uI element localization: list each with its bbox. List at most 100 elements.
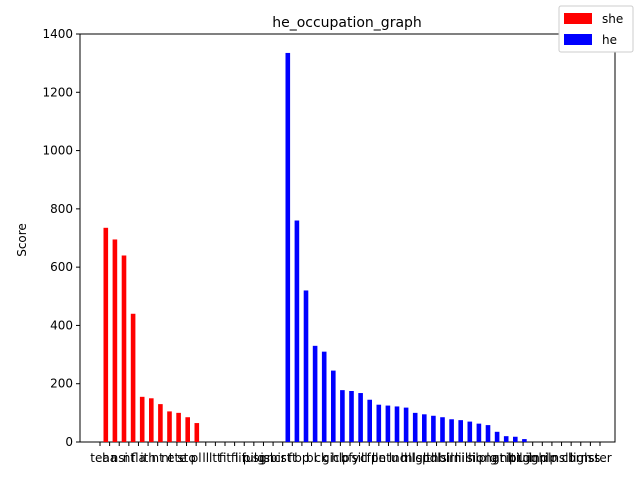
x-tick-label-14: fi [231, 451, 239, 465]
bar-he-5 [331, 370, 336, 442]
x-tick-label-5: ith [140, 451, 156, 465]
x-tick-label-44: bilgn [508, 451, 538, 465]
x-tick-label-37: ilni [447, 451, 465, 465]
x-tick-label-12: ltt [209, 451, 222, 465]
bar-he-26 [522, 439, 527, 442]
x-tick-label-16: pilg [243, 451, 265, 465]
bar-he-7 [349, 391, 354, 442]
x-tick-label-31: lnd [389, 451, 408, 465]
bar-he-11 [385, 405, 391, 442]
bar-he-6 [340, 390, 345, 442]
bar-he-0 [285, 52, 291, 442]
bar-he-15 [422, 414, 427, 442]
bar-he-3 [312, 345, 318, 442]
x-tick-label-35: ldls [426, 451, 447, 465]
bar-he-24 [503, 436, 509, 442]
y-tick-label-6: 1200 [42, 85, 73, 99]
x-tick-label-52: ster [588, 451, 611, 465]
x-tick-label-9: sto [177, 451, 195, 465]
bar-he-17 [440, 417, 445, 442]
x-tick-label-3: nt [123, 451, 136, 465]
bar-she-9 [185, 417, 190, 442]
x-tick-label-0: tea [90, 451, 109, 465]
bar-she-4 [139, 396, 145, 442]
x-tick-label-10: pl [191, 451, 202, 465]
x-tick-label-25: hlp [331, 451, 350, 465]
x-tick-label-42: anlt [492, 451, 515, 465]
y-tick-label-5: 1000 [42, 144, 73, 158]
bar-he-18 [449, 419, 454, 442]
bar-he-16 [431, 415, 436, 442]
bar-he-23 [494, 431, 500, 442]
legend-swatch-he [564, 34, 592, 45]
bar-he-13 [403, 407, 409, 442]
bar-she-5 [149, 398, 154, 442]
x-tick-label-50: ligh [570, 451, 592, 465]
bar-he-8 [358, 393, 363, 442]
legend: she he [558, 5, 634, 53]
x-tick-label-4: fla [131, 451, 146, 465]
y-axis: 0 200 400 600 800 1000 1200 1400 [42, 27, 80, 449]
y-tick-label-0: 0 [65, 435, 73, 449]
x-tick-label-51: nss [580, 451, 600, 465]
bar-she-6 [158, 404, 163, 442]
bar-he-2 [303, 290, 309, 442]
bar-he-12 [394, 406, 400, 442]
bar-he-21 [476, 423, 482, 442]
x-tick-label-47: iln [545, 451, 559, 465]
chart-title: he_occupation_graph [272, 15, 422, 31]
bar-layer [103, 52, 527, 442]
x-tick-label-2: nsi [111, 451, 128, 465]
bar-she-3 [130, 313, 136, 442]
x-tick-label-48: nsll [551, 451, 572, 465]
x-tick-label-29: lle [372, 451, 386, 465]
x-tick-label-11: ll [202, 451, 209, 465]
bar-she-8 [176, 412, 181, 442]
legend-label-she: she [602, 12, 623, 26]
bar-she-0 [103, 227, 109, 442]
legend-label-he: he [602, 33, 617, 47]
y-tick-label-3: 600 [50, 260, 73, 274]
x-tick-label-40: ilplg [472, 451, 497, 465]
bar-he-9 [367, 399, 372, 442]
x-tick-label-30: ntu [379, 451, 399, 465]
bar-she-2 [121, 255, 127, 442]
x-tick-label-36: blr [438, 451, 454, 465]
y-tick-label-2: 400 [50, 318, 73, 332]
x-tick-label-19: cst [274, 451, 292, 465]
x-tick-label-39: sio [467, 451, 484, 465]
x-tick-label-20: ft [288, 451, 297, 465]
bar-she-7 [167, 411, 172, 442]
x-tick-label-23: ck [314, 451, 328, 465]
y-tick-label-1: 200 [50, 377, 73, 391]
x-tick-label-18: isbir [260, 451, 286, 465]
x-tick-label-38: liilh [455, 451, 476, 465]
bar-he-10 [376, 404, 382, 442]
y-tick-label-4: 800 [50, 202, 73, 216]
x-tick-label-24: gic [322, 451, 340, 465]
x-tick-label-6: nt [152, 451, 165, 465]
x-tick-label-15: lifu [235, 451, 254, 465]
x-tick-label-43: ipt [506, 451, 522, 465]
bar-he-22 [485, 425, 491, 442]
x-tick-label-22: bl [306, 451, 317, 465]
x-tick-label-46: ighlp [528, 451, 558, 465]
y-tick-label-7: 1400 [42, 27, 73, 41]
x-tick-label-32: hll [401, 451, 415, 465]
bar-she-10 [194, 423, 200, 442]
bar-he-4 [321, 351, 327, 442]
x-tick-label-34: glth [415, 451, 438, 465]
bar-he-14 [412, 412, 418, 442]
x-tick-label-26: bfy [341, 451, 360, 465]
x-tick-label-21: bp [294, 451, 309, 465]
x-tick-label-28: cfp [360, 451, 378, 465]
x-tick-label-13: fit [219, 451, 232, 465]
bar-he-19 [458, 420, 463, 442]
legend-swatch-she [564, 13, 592, 24]
x-tick-label-41: ngt [484, 451, 504, 465]
bar-he-25 [513, 436, 518, 442]
x-tick-label-49: cbr [562, 451, 581, 465]
x-tick-label-33: nlsp [405, 451, 430, 465]
